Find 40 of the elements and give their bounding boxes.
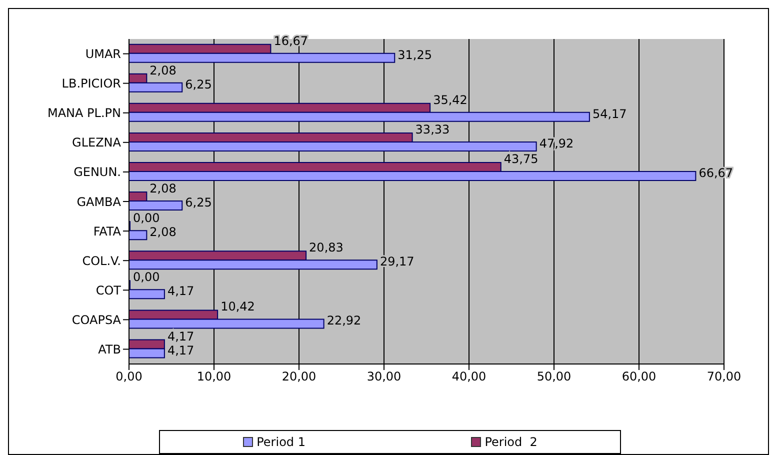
x-tick-label: 10,00 — [196, 370, 232, 384]
data-label: 16,67 — [274, 34, 308, 48]
x-tick-label: 40,00 — [452, 370, 486, 384]
legend-label: Period 2 — [484, 435, 538, 449]
x-tick-label: 50,00 — [536, 370, 572, 384]
y-tick-label: COT — [96, 283, 122, 298]
y-tick-label: ATB — [98, 342, 121, 356]
data-label: 43,75 — [504, 152, 538, 166]
data-label: 0,00 — [133, 211, 160, 226]
data-label: 54,17 — [592, 106, 627, 121]
data-label: 33,33 — [415, 122, 450, 136]
x-tick-label: 60,00 — [622, 370, 656, 384]
x-tick-label: 30,00 — [366, 370, 402, 384]
x-tick-label: 0,00 — [116, 370, 142, 384]
data-label: 22,92 — [326, 314, 362, 328]
y-tick-label: COAPSA — [72, 312, 122, 327]
data-label: 4,17 — [167, 343, 194, 358]
y-tick-label: LB.PICIOR — [62, 76, 121, 91]
data-label: 31,25 — [398, 48, 432, 62]
y-tick-label: COL.V. — [82, 254, 121, 268]
y-tick-label: GLEZNA — [72, 136, 122, 150]
data-label: 2,08 — [150, 63, 176, 78]
x-tick-label: 20,00 — [282, 370, 316, 384]
data-label: 4,17 — [167, 329, 194, 344]
data-label: 6,25 — [185, 196, 212, 210]
y-tick-label: UMAR — [85, 47, 121, 62]
data-label: 2,08 — [150, 225, 176, 240]
y-tick-label: MANA PL.PN — [47, 106, 121, 120]
y-tick-label: GAMBA — [76, 194, 122, 209]
data-label: 6,25 — [185, 77, 212, 92]
y-tick-label: FATA — [93, 224, 122, 238]
data-label: 4,17 — [167, 284, 194, 298]
legend-label: Period 1 — [256, 435, 306, 449]
data-label: 35,42 — [433, 92, 468, 107]
x-tick-label: 70,00 — [706, 370, 742, 384]
data-label: 0,00 — [133, 270, 160, 284]
data-label: 2,08 — [150, 182, 176, 196]
y-tick-label: GENUN. — [74, 165, 121, 180]
data-label: 20,83 — [309, 240, 344, 255]
data-label: 10,42 — [220, 300, 255, 314]
